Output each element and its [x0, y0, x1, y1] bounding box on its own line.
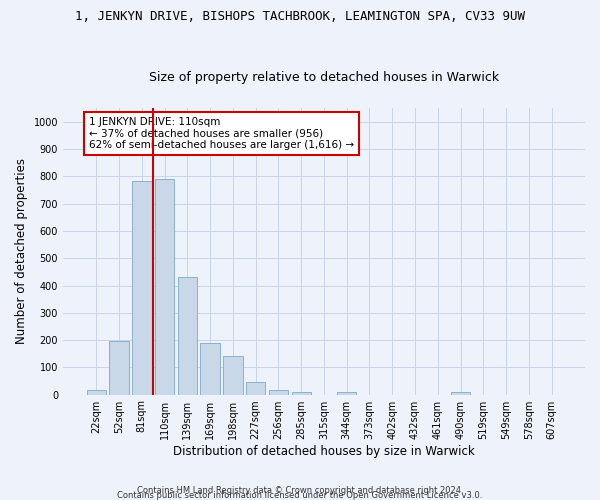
Bar [109, 342, 129, 394]
Bar [132, 180, 152, 394]
Bar [155, 179, 174, 394]
Bar [223, 356, 242, 395]
Bar [246, 382, 265, 394]
Text: Contains HM Land Registry data © Crown copyright and database right 2024.: Contains HM Land Registry data © Crown c… [137, 486, 463, 495]
Title: Size of property relative to detached houses in Warwick: Size of property relative to detached ho… [149, 70, 499, 84]
Text: Contains public sector information licensed under the Open Government Licence v3: Contains public sector information licen… [118, 490, 482, 500]
Bar [269, 390, 288, 394]
Bar [337, 392, 356, 394]
Bar [86, 390, 106, 394]
Bar [200, 343, 220, 394]
Text: 1, JENKYN DRIVE, BISHOPS TACHBROOK, LEAMINGTON SPA, CV33 9UW: 1, JENKYN DRIVE, BISHOPS TACHBROOK, LEAM… [75, 10, 525, 23]
Bar [292, 392, 311, 394]
Text: 1 JENKYN DRIVE: 110sqm
← 37% of detached houses are smaller (956)
62% of semi-de: 1 JENKYN DRIVE: 110sqm ← 37% of detached… [89, 117, 354, 150]
Y-axis label: Number of detached properties: Number of detached properties [15, 158, 28, 344]
Bar [451, 392, 470, 394]
X-axis label: Distribution of detached houses by size in Warwick: Distribution of detached houses by size … [173, 444, 475, 458]
Bar [178, 278, 197, 394]
